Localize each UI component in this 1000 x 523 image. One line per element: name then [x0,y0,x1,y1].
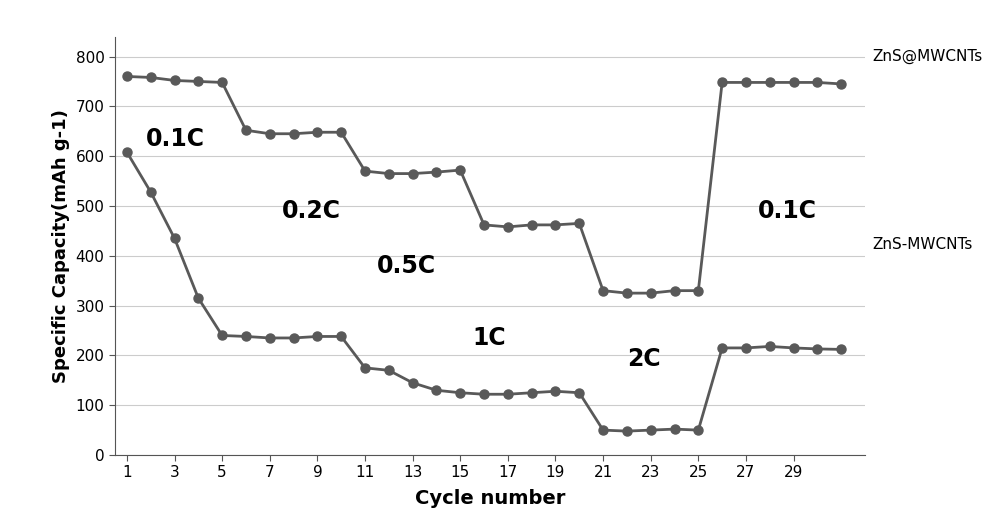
Text: 0.1C: 0.1C [146,127,205,151]
Text: ZnS-MWCNTs: ZnS-MWCNTs [872,237,973,253]
Text: 2C: 2C [627,347,661,371]
Text: ZnS@MWCNTs: ZnS@MWCNTs [872,49,983,64]
X-axis label: Cycle number: Cycle number [415,489,565,508]
Text: 0.5C: 0.5C [377,254,436,278]
Text: 0.1C: 0.1C [758,199,817,223]
Text: 1C: 1C [472,326,506,350]
Y-axis label: Specific Capacity(mAh g-1): Specific Capacity(mAh g-1) [52,109,70,383]
Text: 0.2C: 0.2C [282,199,341,223]
